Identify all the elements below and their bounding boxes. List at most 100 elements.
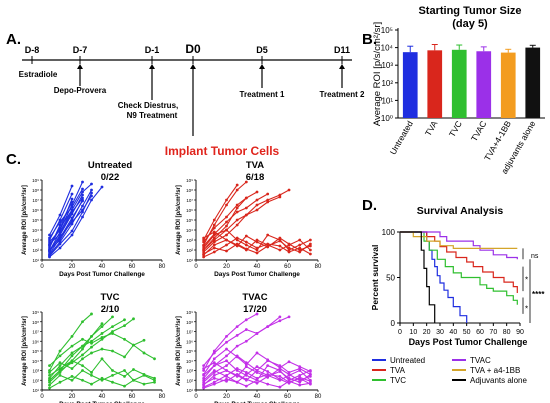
- x-axis-label: Days Post Tumor Challenge: [59, 271, 145, 278]
- y-tick-label: 10¹: [32, 258, 39, 263]
- data-point: [70, 334, 74, 338]
- data-point: [244, 373, 248, 376]
- x-tick-label: 20: [423, 329, 431, 336]
- data-point: [58, 380, 62, 384]
- x-tick-label: 20: [69, 264, 76, 270]
- data-point: [255, 312, 259, 316]
- timeline-note: Estradiole: [19, 70, 58, 79]
- timeline-day-label: D5: [256, 45, 268, 55]
- subchart-title: Untreated: [88, 160, 133, 171]
- data-point: [58, 242, 62, 246]
- y-tick-label: 50: [386, 274, 395, 283]
- data-point: [308, 248, 312, 252]
- subchart-title: TVC: [101, 292, 120, 303]
- data-point: [81, 353, 84, 357]
- data-point: [100, 376, 104, 380]
- data-point: [298, 365, 302, 368]
- data-point: [255, 378, 259, 382]
- data-point: [225, 198, 228, 202]
- x-tick-label: 40: [99, 394, 106, 400]
- data-point: [298, 367, 302, 370]
- data-point: [90, 341, 93, 345]
- data-point: [298, 378, 302, 382]
- timeline-day-label: D-8: [25, 45, 40, 55]
- data-point: [278, 195, 282, 199]
- data-point: [90, 334, 93, 338]
- data-point: [308, 238, 312, 242]
- data-point: [123, 374, 126, 378]
- data-point: [111, 325, 114, 329]
- data-point: [58, 354, 62, 358]
- data-point: [70, 354, 74, 358]
- x-tick-label: 20: [223, 264, 230, 270]
- data-point: [287, 371, 291, 374]
- data-point: [132, 368, 135, 371]
- data-point: [202, 364, 206, 368]
- data-point: [123, 337, 126, 341]
- y-tick-label: 10¹: [32, 388, 39, 393]
- y-tick-label: 10⁸: [186, 320, 193, 325]
- data-point: [278, 366, 282, 369]
- data-point: [255, 240, 259, 244]
- x-tick-label: 50: [463, 329, 471, 336]
- chart-title: Starting Tumor Size: [418, 5, 521, 17]
- x-axis-label: Days Post Tumor Challenge: [214, 271, 300, 278]
- data-point: [308, 381, 312, 385]
- data-point: [298, 375, 302, 379]
- data-point: [70, 192, 74, 196]
- x-tick-label: 20: [69, 394, 76, 400]
- data-point: [225, 243, 228, 247]
- data-point: [308, 370, 312, 373]
- y-tick-label: 10⁹: [32, 310, 39, 315]
- y-tick-label: 10⁵: [381, 26, 393, 35]
- data-point: [142, 351, 146, 355]
- data-point: [48, 254, 51, 258]
- subchart-subtitle: 17/20: [243, 304, 267, 315]
- data-point: [287, 360, 291, 364]
- data-point: [235, 374, 239, 378]
- data-point: [244, 234, 248, 238]
- data-point: [255, 376, 259, 380]
- data-point: [212, 382, 216, 386]
- data-point: [153, 378, 156, 382]
- legend-label: TVA: [390, 366, 406, 375]
- growth-curve: [49, 357, 155, 379]
- y-tick-label: 10²: [186, 248, 193, 253]
- data-point: [235, 236, 239, 240]
- x-tick-label: 60: [129, 394, 136, 400]
- data-point: [90, 382, 93, 386]
- x-tick-label: 80: [315, 394, 322, 400]
- data-point: [90, 371, 93, 374]
- data-point: [153, 357, 156, 361]
- timeline-arrowhead: [339, 64, 345, 69]
- chart-title: Survival Analysis: [417, 205, 504, 217]
- survival-curve: [400, 231, 518, 260]
- y-tick-label: 10²: [32, 248, 39, 253]
- data-point: [287, 246, 291, 250]
- y-tick-label: 10⁷: [32, 198, 39, 203]
- y-tick-label: 10²: [381, 79, 393, 88]
- data-point: [48, 371, 51, 374]
- data-point: [235, 344, 239, 348]
- legend-label: TVAC: [470, 356, 491, 365]
- data-point: [225, 379, 228, 383]
- data-point: [287, 250, 291, 254]
- data-point: [278, 370, 282, 373]
- data-point: [298, 243, 302, 247]
- x-tick-label: 80: [159, 264, 166, 270]
- data-point: [81, 347, 84, 351]
- data-point: [308, 252, 312, 256]
- data-point: [81, 344, 84, 348]
- x-tick-label: 0: [398, 329, 402, 336]
- data-point: [212, 351, 216, 355]
- y-axis-label: Average ROI [p/s/cm²/sr]: [372, 22, 383, 126]
- survival-curve: [400, 231, 436, 323]
- data-point: [111, 369, 114, 372]
- survival-analysis-chart: Survival Analysis 0 50 100 0 10 20 30 40 50 60 70 80…: [370, 205, 545, 385]
- data-point: [132, 378, 135, 382]
- data-point: [244, 213, 248, 217]
- timeline-note: Treatment 2: [320, 90, 365, 99]
- data-point: [81, 210, 84, 214]
- data-point: [202, 250, 206, 254]
- x-tick-label: 80: [159, 394, 166, 400]
